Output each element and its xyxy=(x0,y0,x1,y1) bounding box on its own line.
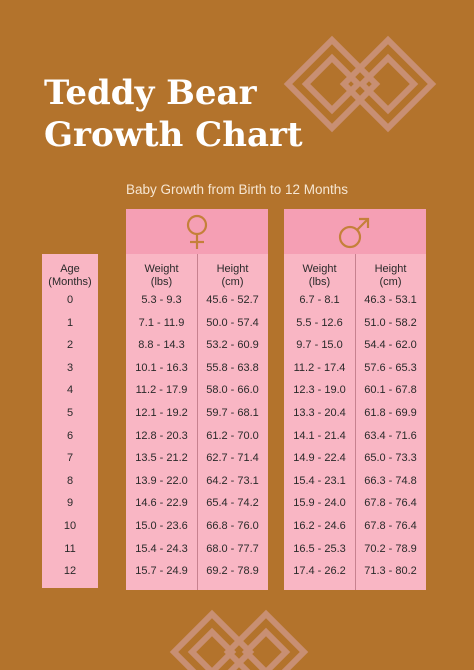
age-header-line-2: (Months) xyxy=(48,276,92,288)
boys-height-cell: 65.0 - 73.3 xyxy=(364,452,417,465)
boys-weight-cell: 15.9 - 24.0 xyxy=(293,497,346,510)
girls-height-header: Height (cm) xyxy=(197,263,268,289)
boys-weight-cell: 16.5 - 25.3 xyxy=(293,542,346,555)
girls-height-header-line-2: (cm) xyxy=(221,276,244,288)
girls-column-divider xyxy=(197,254,198,590)
age-cell: 6 xyxy=(66,429,74,442)
boys-column-divider xyxy=(355,254,356,590)
boys-weight-cell: 17.4 - 26.2 xyxy=(293,565,346,578)
girls-height-cell: 64.2 - 73.1 xyxy=(206,474,259,487)
girls-weight-cell: 12.1 - 19.2 xyxy=(135,407,188,419)
boys-height-header-line-1: Height xyxy=(374,263,407,275)
age-cell: 0 xyxy=(66,294,74,306)
girls-height-cell: 66.8 - 76.0 xyxy=(206,520,259,532)
girls-height-cell: 61.2 - 70.0 xyxy=(206,429,259,442)
girls-height-cell: 69.2 - 78.9 xyxy=(206,565,259,578)
boys-height-cell: 70.2 - 78.9 xyxy=(364,542,417,555)
page-title: Teddy Bear Growth Chart xyxy=(44,72,344,156)
age-header: Age (Months) xyxy=(42,263,98,289)
boys-height-cell: 71.3 - 80.2 xyxy=(364,565,417,578)
girls-height-cell: 53.2 - 60.9 xyxy=(206,339,259,352)
girls-height-cell: 55.8 - 63.8 xyxy=(206,361,259,374)
girls-height-cell: 50.0 - 57.4 xyxy=(206,316,259,329)
title-line-2: Growth Chart xyxy=(44,115,303,155)
girls-weight-header: Weight (lbs) xyxy=(126,263,197,289)
age-column xyxy=(42,254,98,588)
boys-height-cell: 67.8 - 76.4 xyxy=(364,497,417,510)
girls-height-cell: 45.6 - 52.7 xyxy=(206,294,259,306)
girls-height-cell: 68.0 - 77.7 xyxy=(206,542,259,555)
girls-height-cell: 58.0 - 66.0 xyxy=(206,384,259,397)
boys-height-cell: 51.0 - 58.2 xyxy=(364,316,417,329)
boys-weight-header-line-1: Weight xyxy=(302,263,337,275)
girls-height-cell: 62.7 - 71.4 xyxy=(206,452,259,465)
boys-weight-cell: 14.9 - 22.4 xyxy=(293,452,346,465)
girls-weight-cell: 7.1 - 11.9 xyxy=(138,316,185,329)
girls-weight-cell: 5.3 - 9.3 xyxy=(141,294,182,306)
girls-weight-cell: 13.5 - 21.2 xyxy=(135,452,188,465)
age-cell: 4 xyxy=(66,384,74,397)
girls-weight-cell: 10.1 - 16.3 xyxy=(135,361,188,374)
girls-weight-cell: 8.8 - 14.3 xyxy=(138,339,185,352)
boys-weight-cell: 9.7 - 15.0 xyxy=(296,339,343,352)
boys-weight-cell: 12.3 - 19.0 xyxy=(293,384,346,397)
boys-height-header-line-2: (cm) xyxy=(379,276,402,288)
boys-weight-cell: 16.2 - 24.6 xyxy=(293,520,346,532)
subtitle: Baby Growth from Birth to 12 Months xyxy=(125,182,349,197)
boys-weight-cell: 6.7 - 8.1 xyxy=(299,294,340,306)
girls-weight-cell: 11.2 - 17.9 xyxy=(135,384,188,397)
female-symbol-icon xyxy=(186,214,208,249)
boys-height-cell: 57.6 - 65.3 xyxy=(364,361,417,374)
top-knot-ornament-icon xyxy=(283,35,437,133)
title-line-1: Teddy Bear xyxy=(44,73,257,113)
girls-weight-header-line-2: (lbs) xyxy=(150,276,173,288)
girls-height-cell: 59.7 - 68.1 xyxy=(206,407,259,419)
age-cell: 8 xyxy=(66,474,74,487)
girls-weight-cell: 15.0 - 23.6 xyxy=(135,520,188,532)
age-cell: 2 xyxy=(66,339,74,352)
boys-height-cell: 67.8 - 76.4 xyxy=(364,520,417,532)
age-cell: 3 xyxy=(66,361,74,374)
girls-weight-cell: 13.9 - 22.0 xyxy=(135,474,188,487)
boys-weight-cell: 14.1 - 21.4 xyxy=(293,429,346,442)
age-cell: 9 xyxy=(66,497,74,510)
girls-weight-cell: 14.6 - 22.9 xyxy=(135,497,188,510)
age-cell: 12 xyxy=(63,565,77,578)
girls-height-header-line-1: Height xyxy=(216,263,249,275)
boys-height-header: Height (cm) xyxy=(355,263,426,289)
boys-weight-cell: 13.3 - 20.4 xyxy=(293,407,346,419)
boys-weight-cell: 15.4 - 23.1 xyxy=(293,474,346,487)
boys-weight-header-line-2: (lbs) xyxy=(308,276,331,288)
boys-height-cell: 66.3 - 74.8 xyxy=(364,474,417,487)
boys-weight-cell: 5.5 - 12.6 xyxy=(296,316,343,329)
boys-height-cell: 63.4 - 71.6 xyxy=(364,429,417,442)
bottom-knot-ornament-icon xyxy=(169,609,309,670)
age-cell: 7 xyxy=(66,452,74,465)
boys-height-cell: 54.4 - 62.0 xyxy=(364,339,417,352)
age-cell: 11 xyxy=(64,542,76,555)
girls-height-cell: 65.4 - 74.2 xyxy=(206,497,259,510)
boys-height-cell: 60.1 - 67.8 xyxy=(364,384,417,397)
boys-weight-header: Weight (lbs) xyxy=(284,263,355,289)
boys-weight-cell: 11.2 - 17.4 xyxy=(293,361,346,374)
girls-weight-cell: 12.8 - 20.3 xyxy=(135,429,188,442)
boys-height-cell: 46.3 - 53.1 xyxy=(364,294,417,306)
age-cell: 10 xyxy=(63,520,77,532)
age-cell: 5 xyxy=(66,407,74,419)
age-cell: 1 xyxy=(66,316,74,329)
boys-height-cell: 61.8 - 69.9 xyxy=(364,407,417,419)
girls-weight-cell: 15.4 - 24.3 xyxy=(135,542,188,555)
girls-weight-cell: 15.7 - 24.9 xyxy=(135,565,188,578)
age-header-line-1: Age xyxy=(60,263,80,275)
male-symbol-icon xyxy=(338,217,370,249)
girls-weight-header-line-1: Weight xyxy=(144,263,179,275)
